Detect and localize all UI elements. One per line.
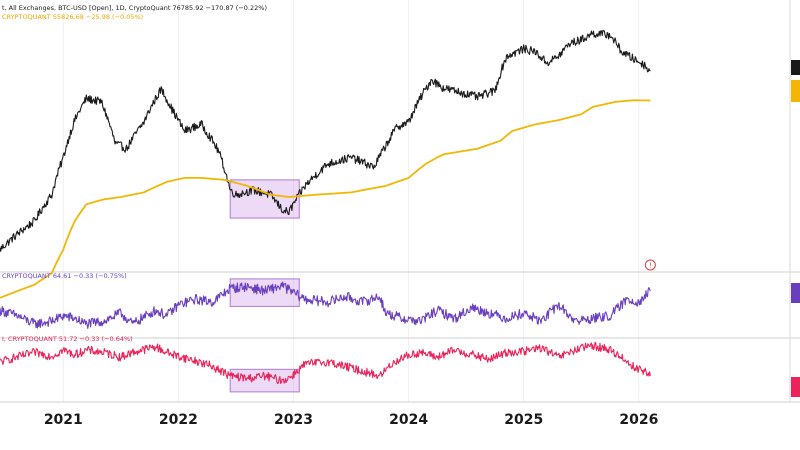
oscillator-2-highlight-box xyxy=(229,368,300,393)
oscillator-1-series-0 xyxy=(0,281,651,329)
grid-lines xyxy=(62,0,640,402)
axis-badge-oscillator-2-0 xyxy=(791,377,800,397)
price-legend-1: CRYPTOQUANT 55826.68 −25.98 (−0.05%) xyxy=(2,13,143,21)
oscillator-1-legend-0: CRYPTOQUANT 64.61 −0.33 (−0.75%) xyxy=(2,272,127,280)
price-legend-0: t, All Exchanges, BTC-USD [Open], 1D, Cr… xyxy=(2,4,267,12)
price-series-1 xyxy=(0,99,651,299)
x-tick-2024: 2024 xyxy=(389,412,428,428)
axis-badge-price-0 xyxy=(791,60,800,75)
alert-marker-icon[interactable]: ! xyxy=(644,259,656,271)
alert-marker-glyph: ! xyxy=(649,262,652,270)
axis-badge-price-1 xyxy=(791,80,800,102)
annotations: ! xyxy=(644,259,656,271)
x-tick-2025: 2025 xyxy=(504,412,543,428)
oscillator-2-series-0 xyxy=(0,342,651,385)
series-lines xyxy=(0,29,651,385)
legends: t, All Exchanges, BTC-USD [Open], 1D, Cr… xyxy=(2,4,267,343)
x-tick-2022: 2022 xyxy=(159,412,198,428)
oscillator-2-legend-0: I, CRYPTOQUANT 51.72 −0.33 (−0.64%) xyxy=(2,335,133,343)
x-tick-2023: 2023 xyxy=(274,412,313,428)
axis-badge-oscillator-1-0 xyxy=(791,283,800,303)
x-tick-2021: 2021 xyxy=(44,412,83,428)
x-axis: 2021 2022 2023 2024 2025 2026 xyxy=(44,412,659,428)
alert-marker-circle xyxy=(644,259,656,271)
x-tick-2026: 2026 xyxy=(619,412,658,428)
price-series-0 xyxy=(0,29,651,252)
panel-dividers xyxy=(0,0,800,403)
price-axis-badges xyxy=(791,60,800,397)
